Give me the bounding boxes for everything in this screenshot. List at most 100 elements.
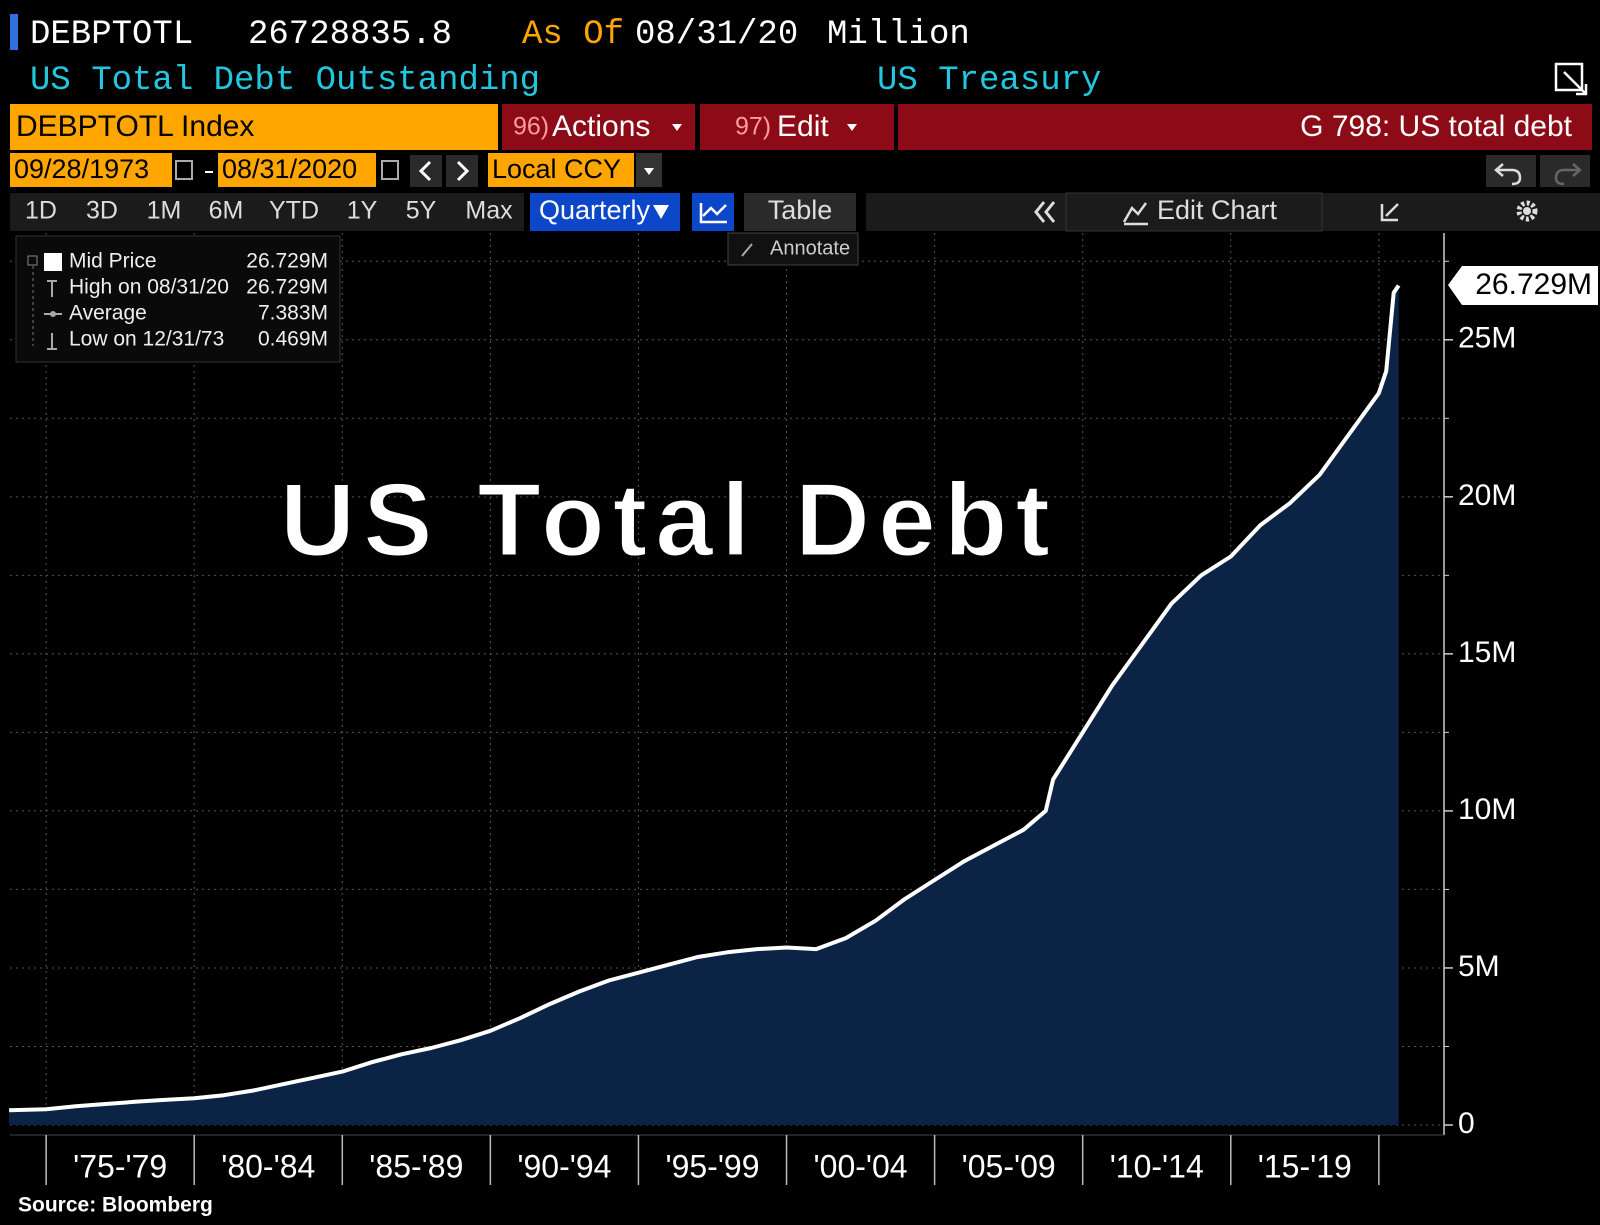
dropdown-arrow <box>847 124 857 131</box>
popout-arrow <box>1563 71 1588 96</box>
calendar-icon[interactable] <box>175 160 193 180</box>
currency-field[interactable] <box>488 153 634 187</box>
next-button[interactable] <box>446 155 478 187</box>
description: US Total Debt Outstanding <box>30 62 540 100</box>
edit-number: 97) <box>735 113 771 141</box>
drawing-icon[interactable] <box>1380 203 1399 222</box>
x-tick-label: '75-'79 <box>73 1148 167 1184</box>
prev-button[interactable] <box>410 155 442 187</box>
chart-title: US Total Debt <box>280 462 1050 578</box>
chart-name: G 798: US total debt <box>1300 110 1572 143</box>
calendar-icon[interactable] <box>381 160 399 180</box>
start-date: 09/28/1973 <box>14 154 149 184</box>
frequency-button[interactable] <box>530 193 680 231</box>
y-tick-label: 20M <box>1458 479 1516 512</box>
x-tick-label: '85-'89 <box>369 1148 463 1184</box>
annotate-button[interactable] <box>727 232 859 266</box>
legend-label: Mid Price <box>69 250 157 273</box>
y-tick-label: 10M <box>1458 793 1516 826</box>
ticker-marker <box>10 14 18 50</box>
as-of-date: 08/31/20 <box>635 16 798 54</box>
legend-value: 26.729M <box>246 250 328 273</box>
last-value: 26728835.8 <box>248 16 452 54</box>
y-tick-label: 0 <box>1458 1107 1475 1140</box>
edit-chart-button[interactable] <box>1065 192 1323 232</box>
period-button[interactable]: 1M <box>147 197 182 225</box>
edit-chart-label: Edit Chart <box>1157 195 1278 225</box>
source-name: US Treasury <box>877 62 1101 100</box>
chart-name-bar <box>898 104 1592 150</box>
chart-type-button[interactable] <box>692 193 734 231</box>
edit-button[interactable] <box>700 104 894 150</box>
collapse-toggle[interactable] <box>27 255 38 266</box>
source-note: Source: Bloomberg <box>18 1194 213 1217</box>
annotate-label: Annotate <box>770 237 850 259</box>
security-field[interactable] <box>10 104 498 150</box>
x-tick-label: '10-'14 <box>1110 1148 1204 1184</box>
as-of-label: As Of <box>522 16 624 54</box>
security: DEBPTOTL Index <box>16 110 254 143</box>
legend-value: 26.729M <box>246 276 328 299</box>
legend-label: Average <box>69 302 147 325</box>
x-tick-label: '90-'94 <box>517 1148 611 1184</box>
popout-frame <box>1554 62 1584 92</box>
period-bar <box>10 193 524 231</box>
settings-icon[interactable] <box>1516 200 1538 222</box>
period-button[interactable]: 3D <box>86 197 118 225</box>
period-button[interactable]: YTD <box>269 197 319 225</box>
high-icon <box>47 280 57 297</box>
area-fill <box>9 285 1399 1125</box>
x-tick-label: '15-'19 <box>1258 1148 1352 1184</box>
prev-chevron <box>418 160 432 182</box>
last-value-tag <box>1448 266 1598 305</box>
edit-label: Edit <box>777 110 829 143</box>
undo-icon <box>1494 163 1522 186</box>
start-date-field[interactable] <box>10 153 172 187</box>
period-button[interactable]: 1D <box>25 197 57 225</box>
legend-box <box>15 235 341 363</box>
x-tick-label: '80-'84 <box>221 1148 315 1184</box>
settings-hub <box>1523 207 1531 215</box>
legend-value: 0.469M <box>258 328 328 351</box>
average-dot <box>50 311 56 317</box>
ticker: DEBPTOTL <box>30 16 193 54</box>
y-tick-label: 25M <box>1458 322 1516 355</box>
last-value-label: 26.729M <box>1475 268 1592 301</box>
end-date: 08/31/2020 <box>222 154 357 184</box>
legend-value: 7.383M <box>258 302 328 325</box>
table-button[interactable] <box>744 193 856 231</box>
currency: Local CCY <box>492 154 621 184</box>
next-chevron <box>456 160 470 182</box>
period-button[interactable]: 5Y <box>406 197 437 225</box>
x-tick-label: '05-'09 <box>962 1148 1056 1184</box>
annotate-icon <box>741 243 753 257</box>
dropdown-arrow <box>644 168 654 175</box>
y-tick-label: 15M <box>1458 636 1516 669</box>
legend-label: High on 08/31/20 <box>69 276 229 299</box>
popout-icon[interactable] <box>1554 62 1588 96</box>
collapse-icon[interactable] <box>1034 201 1056 223</box>
actions-label: Actions <box>552 110 650 143</box>
edit-chart-icon <box>1122 202 1148 226</box>
low-icon <box>47 333 57 350</box>
period-button[interactable]: 1Y <box>347 197 378 225</box>
actions-number: 96) <box>513 113 549 141</box>
period-button[interactable]: 6M <box>209 197 244 225</box>
x-tick-label: '95-'99 <box>665 1148 759 1184</box>
chart-type-icon <box>699 203 727 224</box>
frequency-label: Quarterly <box>539 195 651 225</box>
actions-button[interactable] <box>502 104 695 150</box>
x-tick-label: '00-'04 <box>814 1148 908 1184</box>
table-label: Table <box>768 195 833 225</box>
dropdown-arrow <box>672 124 682 131</box>
redo-icon <box>1554 163 1582 186</box>
period-button[interactable]: Max <box>465 197 513 225</box>
legend-swatch <box>44 253 62 271</box>
dropdown-arrow <box>653 205 669 219</box>
end-date-field[interactable] <box>218 153 376 187</box>
series-line <box>9 284 1401 1113</box>
legend-label: Low on 12/31/73 <box>69 328 224 351</box>
unit: Million <box>827 16 970 54</box>
y-tick-label: 5M <box>1458 950 1500 983</box>
